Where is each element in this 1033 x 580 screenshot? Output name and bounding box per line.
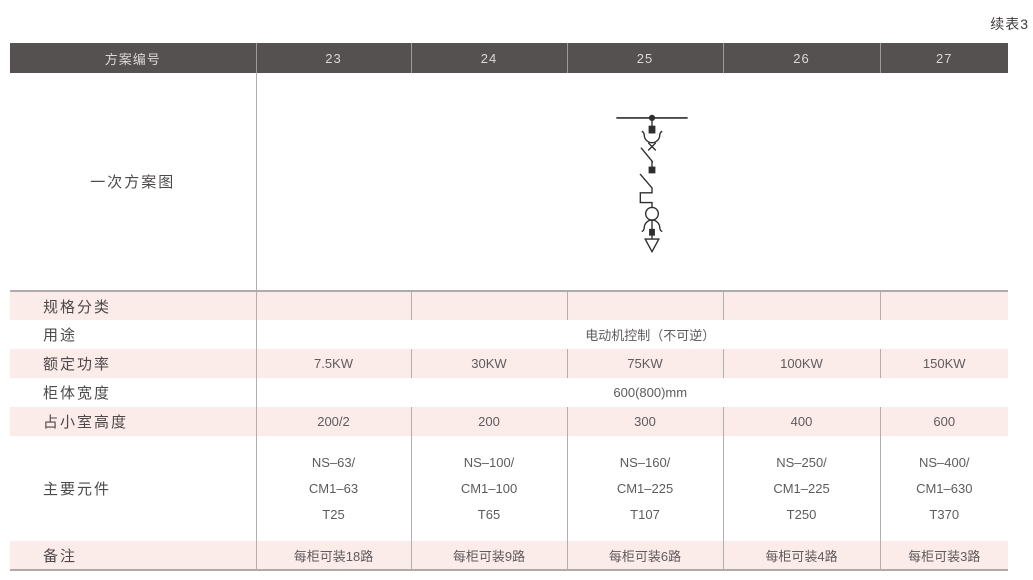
row-remarks: 备注 每柜可装18路 每柜可装9路 每柜可装6路 每柜可装4路 每柜可装3路: [10, 541, 1008, 571]
component-line: T107: [630, 506, 660, 522]
value-cell: NS–400/ CM1–630 T370: [879, 436, 1008, 541]
current-transformer-icon: [645, 206, 660, 221]
row-rated-power: 额定功率 7.5KW 30KW 75KW 100KW 150KW: [10, 349, 1008, 378]
value-cell: [566, 290, 723, 320]
value-cell: 200: [410, 407, 567, 436]
cable-feeder-triangle-icon: [644, 238, 661, 254]
value-cell: [722, 290, 880, 320]
diagram-row: 一次方案图: [10, 73, 1008, 291]
component-line: T250: [786, 506, 817, 522]
thermal-relay-icon: [639, 192, 653, 204]
value-cell: 每柜可装6路: [566, 541, 723, 571]
value-cell: NS–160/ CM1–225 T107: [566, 436, 723, 541]
value-cell: 每柜可装4路: [722, 541, 880, 571]
value-cell: NS–100/ CM1–100 T65: [410, 436, 567, 541]
row-label: 备注: [10, 541, 256, 571]
drawout-contact-upper-icon: [641, 125, 663, 144]
value-cell: 300: [566, 407, 723, 436]
row-label: 主要元件: [43, 481, 112, 498]
value-cell: 150KW: [879, 349, 1008, 378]
value-cell: [255, 290, 411, 320]
drawout-contact-lower-icon: [641, 219, 663, 236]
row-label: 占小室高度: [10, 407, 256, 436]
component-line: CM1–100: [460, 480, 518, 496]
row-label-diagram: 一次方案图: [90, 174, 176, 191]
value-cell: 7.5KW: [255, 349, 411, 378]
merged-value-cell: 电动机控制（不可逆）: [255, 320, 1008, 349]
diagram-cell: [255, 73, 1009, 291]
header-col-27: 27: [879, 43, 1008, 73]
value-cell: 400: [722, 407, 880, 436]
component-line: CM1–225: [773, 480, 830, 496]
component-line: T65: [477, 506, 501, 522]
row-usage: 用途 电动机控制（不可逆）: [10, 320, 1008, 349]
row-cabinet-width: 柜体宽度 600(800)mm: [10, 378, 1008, 407]
component-line: CM1–225: [616, 480, 674, 496]
component-line: NS–400/: [918, 454, 970, 470]
value-cell: 每柜可装18路: [255, 541, 411, 571]
header-col-24: 24: [410, 43, 567, 73]
merged-value-cell: 600(800)mm: [255, 378, 1008, 407]
value-cell: [879, 290, 1008, 320]
component-line: NS–250/: [776, 454, 827, 470]
contactor-icon: [639, 173, 653, 189]
component-line: NS–160/: [619, 454, 671, 470]
row-label: 规格分类: [10, 290, 256, 320]
value-cell: 200/2: [255, 407, 411, 436]
row-main-components: 主要元件 NS–63/ CM1–63 T25 NS–100/ CM1–100 T…: [10, 436, 1008, 541]
value-cell: NS–63/ CM1–63 T25: [255, 436, 411, 541]
value-cell: 600: [879, 407, 1008, 436]
value-cell: 100KW: [722, 349, 880, 378]
table-continuation-label: 续表3: [990, 16, 1029, 32]
value-cell: 30KW: [410, 349, 567, 378]
value-cell: 每柜可装9路: [410, 541, 567, 571]
row-label: 额定功率: [10, 349, 256, 378]
header-col-26: 26: [722, 43, 880, 73]
row-compartment-height: 占小室高度 200/2 200 300 400 600: [10, 407, 1008, 436]
component-line: NS–100/: [463, 454, 515, 470]
component-line: NS–63/: [311, 454, 356, 470]
circuit-breaker-icon: [640, 142, 657, 163]
component-line: T370: [929, 506, 960, 522]
header-col-25: 25: [566, 43, 723, 73]
row-spec-class: 规格分类: [10, 290, 1008, 320]
header-col-23: 23: [255, 43, 411, 73]
component-line: T25: [322, 506, 345, 522]
component-line: CM1–630: [916, 480, 973, 496]
row-label: 柜体宽度: [43, 385, 112, 402]
value-cell: NS–250/ CM1–225 T250: [722, 436, 880, 541]
row-label: 用途: [43, 327, 78, 344]
one-line-diagram: [257, 73, 1009, 263]
value-cell: 每柜可装3路: [879, 541, 1008, 571]
spec-table: 方案编号 23 24 25 26 27 一次方案图: [10, 43, 1008, 571]
header-label: 方案编号: [10, 43, 256, 73]
value-cell: [410, 290, 567, 320]
value-cell: 75KW: [566, 349, 723, 378]
header-row: 方案编号 23 24 25 26 27: [10, 43, 1008, 73]
component-line: CM1–63: [308, 480, 359, 496]
